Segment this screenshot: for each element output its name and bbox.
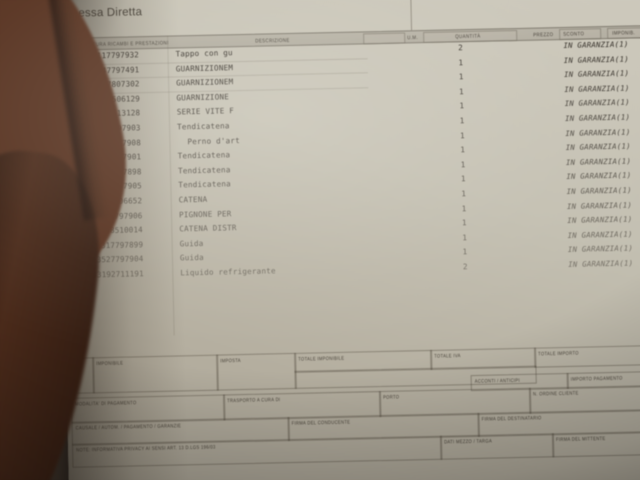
item-quantity: 1 [461,218,467,228]
item-description: Tappo con gu [175,48,233,59]
label-causale: CAUSALE / AUTOM. / PAGAMENTO / GARANZIE [75,421,182,431]
item-description: CATENA DISTR [179,223,237,234]
label-porto: PORTO [382,393,400,400]
col-header-discount: SCONTO [563,30,585,37]
item-code: 13527797904 [91,254,144,265]
item-warranty-note: IN GARANZIA(1) [566,200,633,211]
item-description: Guida [179,238,204,249]
item-description: Tendicatena [178,179,231,190]
label-imponibile: IMPONIBILE [96,359,124,366]
item-description: Liquido refrigerante [180,266,276,278]
cell-imposta: IMPOSTA [216,352,297,391]
item-warranty-note: IN GARANZIA(1) [563,39,629,50]
label-modalita-pagamento: MODALITA' DI PAGAMENTO [75,398,137,407]
label-firma-mittente: FIRMA DEL MITTENTE [555,434,606,442]
item-warranty-note: IN GARANZIA(1) [567,243,634,255]
banca-box-left [410,0,413,31]
item-quantity: 1 [460,174,466,184]
label-acconti: ACCONTI / ANTICIPI [474,376,520,384]
item-warranty-note: IN GARANZIA(1) [563,68,630,80]
item-quantity: 2 [462,262,468,272]
label-trasporto: TRASPORTO A CURA DI [227,395,281,403]
item-warranty-note: IN GARANZIA(1) [565,141,631,153]
item-description: Guida [179,253,204,263]
label-totale-imponibile: TOTALE IMPONIBILE [298,354,345,362]
item-warranty-note: IN GARANZIA(1) [563,54,629,65]
item-quantity: 1 [460,145,466,155]
item-warranty-note: IN GARANZIA(1) [564,83,630,94]
label-totale-importo: TOTALE IMPORTO [538,349,579,357]
item-quantity: 1 [459,116,465,126]
item-quantity: 1 [459,86,464,97]
item-description: Tendicatena [177,150,231,161]
item-warranty-note: IN GARANZIA(1) [566,170,632,182]
item-quantity: 1 [458,72,464,82]
item-warranty-note: IN GARANZIA(1) [565,156,632,167]
item-quantity: 1 [458,57,464,67]
invoice-paper-sheet: 1407112003 0200 06002022 40030 messa Dir… [58,0,640,480]
item-quantity: 1 [461,203,467,213]
col-header-taxable: IMPONIB. [612,29,636,36]
label-dati-mezzo: DATI MEZZO / TARGA [443,437,493,445]
item-quantity: 2 [458,43,463,53]
item-warranty-note: IN GARANZIA(1) [568,258,634,269]
item-warranty-note: IN GARANZIA(1) [566,185,632,196]
label-importo-pagamento: IMPORTO PAGAMENTO [570,374,623,382]
item-quantity: 1 [462,232,467,242]
item-warranty-note: IN GARANZIA(1) [564,112,631,123]
col-header-desc: DESCRIZIONE [255,36,290,44]
item-description: Tendicatena [177,165,231,176]
item-description: PIGNONE PER [178,208,232,219]
col-header-qty: QUANTITÀ [455,32,481,39]
label-imposta: IMPOSTA [220,356,241,364]
item-description: GUARNIZIONEM [175,62,234,74]
label-ordine-cliente: N. ORDINE CLIENTE [532,389,579,397]
col-header-price: PREZZO [533,30,554,38]
label-firma-conducente: FIRMA DEL CONDUCENTE [291,418,351,426]
totals-footer-block: IVA IMPONIBILE IMPOSTA TOTALE IMPONIBILE… [70,344,640,478]
label-note-privacy: NOTE: INFORMATIVA PRIVACY AI SENSI ART. … [76,443,216,453]
item-description: Perno d'art [187,135,241,146]
item-code: 83192711191 [92,269,144,280]
item-description: CATENA [178,194,208,205]
cell-dati-mezzo: DATI MEZZO / TARGA [439,433,555,460]
item-warranty-note: IN GARANZIA(1) [564,97,630,109]
item-quantity: 1 [459,101,465,111]
item-warranty-note: IN GARANZIA(1) [567,214,633,226]
item-quantity: 1 [460,159,466,170]
col-header-um: U.M. [407,33,419,40]
label-totale-iva: TOTALE IVA [434,351,461,359]
label-firma-destinatario: FIRMA DEL DESTINATARIO [481,414,542,422]
item-description: Tendicatena [177,121,230,132]
item-description: GUARNIZIONE [176,92,230,103]
item-warranty-note: IN GARANZIA(1) [567,229,633,240]
item-description: SERIE VITE F [176,106,235,117]
item-quantity: 1 [461,189,467,199]
item-quantity: 1 [462,247,468,257]
item-description: GUARNIZIONEM [176,77,234,88]
item-quantity: 1 [459,130,465,140]
col-box-um [363,32,406,45]
cell-firma-mittente: FIRMA DEL MITTENTE [551,430,640,458]
cell-totale-importo: TOTALE IMPORTO [534,344,640,368]
cell-imponibile: IMPONIBILE [92,354,219,394]
item-warranty-note: IN GARANZIA(1) [565,127,631,138]
